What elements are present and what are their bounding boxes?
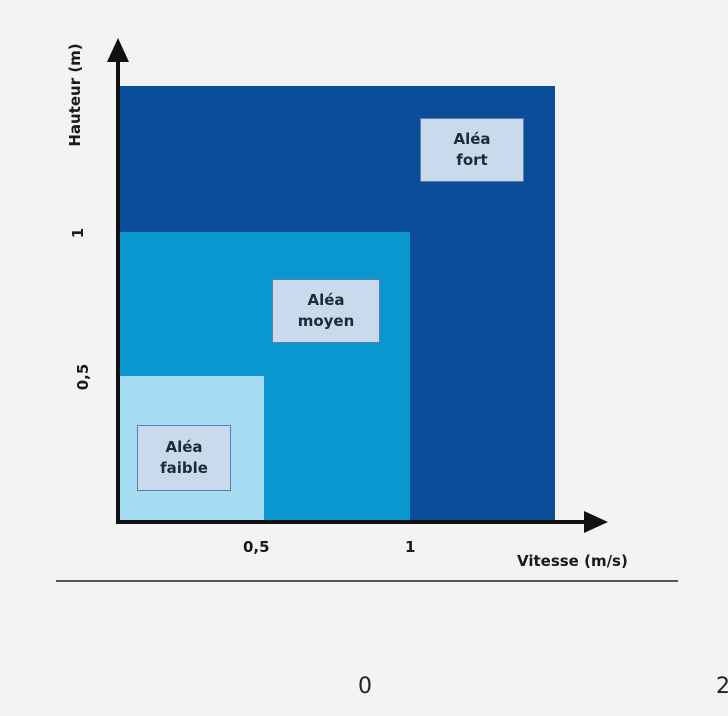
- label-moyen-line2: moyen: [297, 312, 355, 330]
- label-moyen-line1: Aléa: [307, 291, 345, 309]
- x-tick-label: 1: [405, 538, 416, 556]
- label-fort-line2: fort: [456, 151, 488, 169]
- label-aleа-fort: Aléa fort: [420, 118, 524, 182]
- x-axis-label: Vitesse (m/s): [517, 552, 628, 570]
- x-axis-arrow: [584, 511, 608, 533]
- footer-number-left: 0: [358, 674, 372, 699]
- y-axis-arrow: [107, 38, 129, 62]
- y-tick-label: 1: [69, 227, 87, 239]
- label-alea-faible: Aléa faible: [137, 425, 231, 491]
- label-faible-line1: Aléa: [165, 438, 203, 456]
- footer-number-right: 2: [716, 674, 728, 699]
- divider: [56, 580, 678, 582]
- y-axis-label: Hauteur (m): [66, 43, 84, 147]
- label-faible-line2: faible: [160, 459, 208, 477]
- y-tick-label: 0,5: [74, 363, 92, 391]
- x-tick-label: 0,5: [243, 538, 270, 556]
- label-fort-line1: Aléa: [453, 130, 491, 148]
- label-alea-moyen: Aléa moyen: [272, 279, 380, 343]
